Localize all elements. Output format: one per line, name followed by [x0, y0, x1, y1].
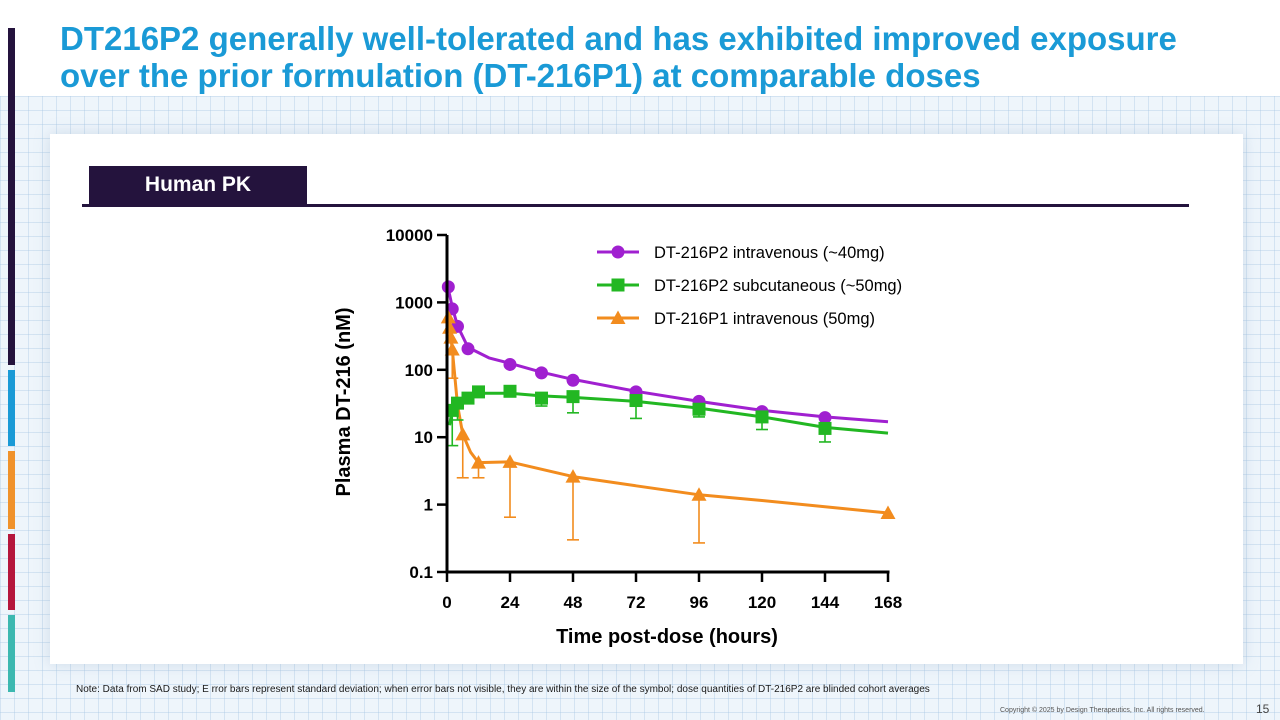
y-tick-label: 100	[405, 361, 433, 380]
series-2-point	[502, 454, 518, 468]
y-tick-label: 10000	[386, 226, 433, 245]
x-tick-label: 48	[564, 593, 583, 612]
legend-marker-1	[611, 278, 625, 292]
legend-label-2: DT-216P1 intravenous (50mg)	[654, 310, 875, 328]
x-tick-label: 24	[501, 593, 520, 612]
x-tick-label: 72	[627, 593, 646, 612]
x-tick-label: 0	[442, 593, 451, 612]
x-tick-label: 168	[874, 593, 902, 612]
series-2-point	[691, 487, 707, 501]
series-2-point	[565, 469, 581, 483]
series-0-point	[566, 373, 580, 387]
section-tab-human-pk: Human PK	[89, 166, 307, 204]
y-axis-label: Plasma DT-216 (nM)	[333, 308, 355, 497]
y-tick-label: 1000	[395, 293, 433, 312]
series-0-point	[535, 366, 548, 380]
axes-layer: 0.1 1 10 100 1000 10000 0 24 48 72 96 120 144 168	[386, 226, 902, 612]
accent-bar-orange	[8, 451, 15, 529]
series-1-point	[535, 391, 548, 405]
series-1-point	[472, 385, 485, 399]
markers-layer	[440, 280, 896, 520]
legend-marker-0	[611, 245, 625, 259]
pk-chart: 0.1 1 10 100 1000 10000 0 24 48 72 96 120 144 168 DT-…	[333, 226, 902, 648]
legend-marker-2	[610, 310, 626, 324]
series-0-point	[461, 342, 475, 356]
series-0-point	[818, 411, 832, 425]
x-axis-label: Time post-dose (hours)	[556, 626, 778, 648]
y-tick-label: 10	[414, 428, 433, 447]
series-1-point	[451, 396, 464, 410]
copyright: Copyright © 2025 by Design Therapeutics,…	[1000, 707, 1205, 714]
series-1-point	[818, 421, 832, 435]
accent-bar-teal	[8, 615, 15, 692]
series-2-point	[455, 426, 471, 441]
accent-bar-red	[8, 534, 15, 610]
content-card	[50, 134, 1243, 664]
legend: DT-216P2 intravenous (~40mg) DT-216P2 sub…	[597, 244, 902, 328]
series-0-point	[503, 357, 517, 371]
series-2-point	[880, 505, 896, 520]
x-tick-label: 120	[748, 593, 776, 612]
series-1-point	[503, 384, 517, 398]
legend-label-0: DT-216P2 intravenous (~40mg)	[654, 244, 885, 262]
page-number: 15	[1256, 702, 1270, 716]
y-tick-label: 1	[424, 496, 433, 515]
series-1-point	[566, 390, 580, 404]
series-0-curve	[445, 284, 889, 424]
x-tick-label: 96	[690, 593, 709, 612]
series-1-point	[755, 410, 769, 424]
series-1-point	[461, 391, 475, 405]
x-tick-label: 144	[811, 593, 840, 612]
legend-label-1: DT-216P2 subcutaneous (~50mg)	[654, 277, 902, 295]
footnote: Note: Data from SAD study; E rror bars r…	[76, 684, 930, 695]
series-1-point	[692, 402, 706, 416]
series-2-point	[471, 455, 486, 469]
error-bars-layer	[446, 349, 831, 544]
accent-bar-blue	[8, 370, 15, 446]
slide-title: DT216P2 generally well-tolerated and has…	[60, 20, 1177, 94]
section-divider	[82, 204, 1189, 207]
series-1-point	[629, 394, 643, 408]
accent-bar-purple	[8, 28, 15, 365]
y-tick-label: 0.1	[409, 563, 433, 582]
